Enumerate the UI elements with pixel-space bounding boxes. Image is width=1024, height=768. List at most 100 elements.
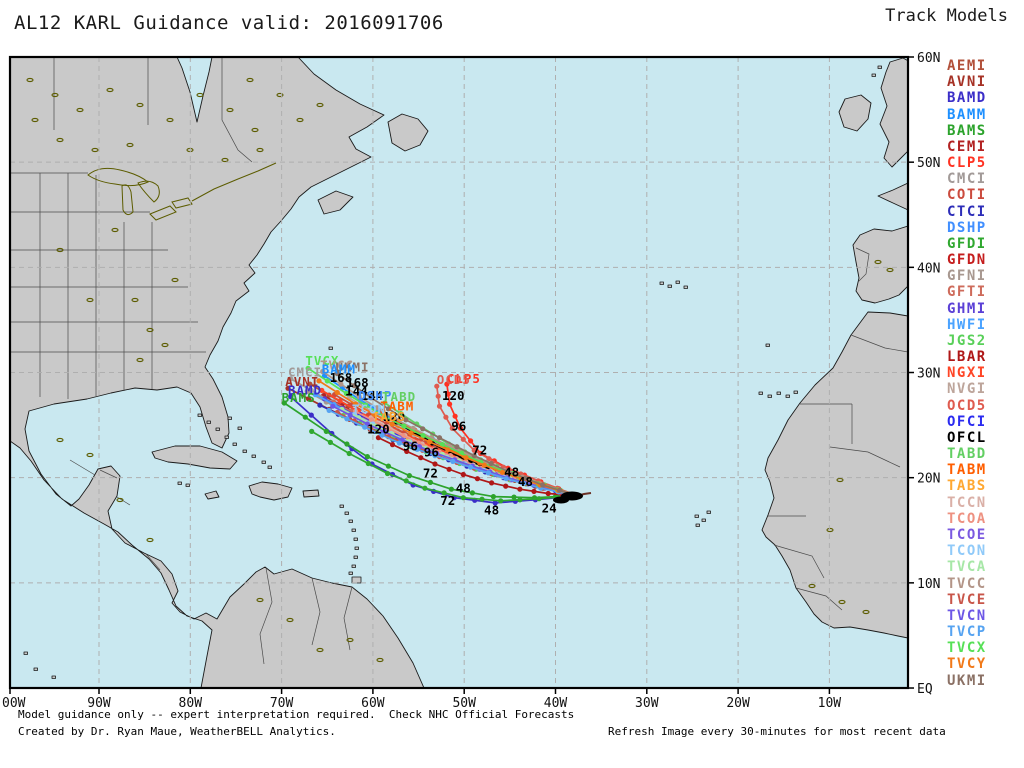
track-end-label-DSHP: DSHP [358, 388, 392, 403]
legend-item-BAMM: BAMM [947, 106, 987, 123]
lat-label-60N: 60N [917, 51, 940, 66]
legend-item-LBAR: LBAR [947, 349, 987, 366]
track-dot-GFDI-10 [384, 470, 391, 477]
speckle-30 [346, 637, 354, 643]
islet-10 [267, 465, 272, 469]
legend-item-GFDI: GFDI [947, 235, 987, 252]
speckle-22 [146, 327, 154, 333]
speckle-26 [56, 247, 64, 253]
speckle-21 [131, 297, 139, 303]
speckle-41 [86, 452, 94, 458]
track-dot-UKMI-11 [385, 406, 391, 412]
track-dot-TVCP-9 [414, 446, 420, 452]
track-dot-NGXI-14 [319, 387, 325, 393]
border-line-19 [311, 577, 321, 646]
track-dot-TCOA-12 [384, 425, 391, 431]
landmass-americas [10, 57, 425, 688]
track-dot-CLP5-12 [444, 381, 450, 387]
speckle-19 [316, 102, 324, 108]
hour-label-120-11: 120 [442, 388, 465, 403]
landmass-france [877, 182, 908, 211]
track-dot-UKMI-8 [436, 435, 443, 441]
track-dot-TVCY-5 [481, 462, 487, 468]
track-dot-AVNI-13 [305, 396, 312, 402]
track-dot-LBAR-2 [545, 490, 551, 497]
track-dot-TVCX-11 [363, 402, 369, 408]
track-dot-BAMS-4 [490, 494, 496, 500]
refresh-note: Refresh Image every 30-minutes for most … [608, 725, 946, 738]
track-dot-TVCY-8 [426, 439, 433, 445]
islet-8 [251, 454, 256, 458]
legend-item-TABD: TABD [947, 446, 987, 463]
track-end-label-TABD: TABD [382, 389, 416, 404]
hour-label-72-6: 72 [423, 466, 438, 481]
lon-label-60W: 60W [361, 696, 385, 711]
credit-text: Created by Dr. Ryan Maue, WeatherBELL An… [18, 725, 336, 738]
speckle-36 [836, 477, 844, 483]
track-dot-TVCX-9 [401, 423, 407, 429]
track-dot-CLP5-7 [468, 438, 474, 444]
track-dot-LBAR-12 [404, 448, 410, 454]
track-dot-BAMS-14 [281, 400, 287, 406]
track-dot-UKMI-9 [420, 426, 426, 432]
hour-label-168-16: 168 [330, 370, 353, 385]
track-dot-TVCP-14 [326, 407, 332, 413]
track-dot-TVCX-12 [343, 390, 349, 397]
track-dot-GFDI-2 [536, 496, 542, 502]
islet-38 [51, 675, 56, 679]
legend-item-TVCP: TVCP [947, 624, 987, 641]
track-dot-OCD5-7 [460, 436, 466, 442]
track-dot-TVCP-7 [450, 458, 456, 464]
border-line-25 [795, 587, 843, 611]
track-dot-LBAR-3 [531, 488, 537, 494]
track-dot-CLP5-8 [457, 425, 464, 431]
border-line-26 [850, 334, 908, 353]
track-dot-NGXI-13 [337, 398, 343, 404]
speckle-42 [116, 497, 124, 503]
islet-28 [767, 394, 772, 398]
island-trinidad [351, 576, 362, 584]
track-dot-TVCP-6 [468, 464, 474, 470]
hour-label-48-4: 48 [504, 465, 519, 480]
track-dot-TVCP-10 [396, 440, 402, 446]
legend-item-COTI: COTI [947, 187, 987, 204]
track-dot-TCOA-13 [368, 417, 375, 423]
islet-35 [706, 510, 711, 514]
legend-item-UKMI: UKMI [947, 672, 987, 689]
track-end-label-AVNI: AVNI [285, 374, 319, 389]
track-dot-TABD-12 [382, 400, 388, 406]
track-dot-TVCX-13 [324, 378, 330, 384]
border-line-3 [221, 57, 253, 163]
track-dot-GFDI-4 [498, 498, 504, 504]
track-dot-LBAR-13 [389, 442, 396, 448]
border-line-21 [800, 403, 853, 444]
track-UKMI [334, 371, 580, 499]
track-BAMS [281, 400, 580, 501]
track-dot-OCD5-11 [435, 393, 441, 399]
track-dot-TVCY-10 [389, 421, 395, 427]
lat-label-40N: 40N [917, 261, 940, 276]
legend-item-DSHP: DSHP [947, 219, 987, 236]
hour-label-96-10: 96 [403, 438, 418, 453]
track-dot-LBAR-9 [446, 466, 452, 472]
lon-label-40W: 40W [544, 696, 568, 711]
legend-item-TVCC: TVCC [947, 575, 987, 592]
track-OCD5 [434, 383, 580, 499]
islet-40 [877, 65, 882, 69]
island-newfoundland [387, 113, 429, 152]
track-dot-TVCC-13 [338, 381, 344, 387]
legend-item-HWFI: HWFI [947, 316, 987, 333]
map-frame [8, 55, 910, 690]
lat-label-10N: 10N [917, 577, 940, 592]
lon-label-90W: 90W [87, 696, 111, 711]
track-dot-CLP5-11 [445, 391, 451, 397]
track-dot-CTCI-14 [317, 402, 323, 408]
track-dot-LBAR-10 [432, 461, 438, 467]
track-end-label-TCON: TCON [352, 402, 386, 417]
track-dot-TVCY-11 [371, 411, 377, 417]
lon-label-20W: 20W [726, 696, 750, 711]
speckle-4 [136, 102, 144, 108]
islet-27 [758, 391, 763, 395]
track-dot-BAMS-8 [406, 473, 412, 479]
track-dot-UKMI-5 [488, 460, 494, 467]
